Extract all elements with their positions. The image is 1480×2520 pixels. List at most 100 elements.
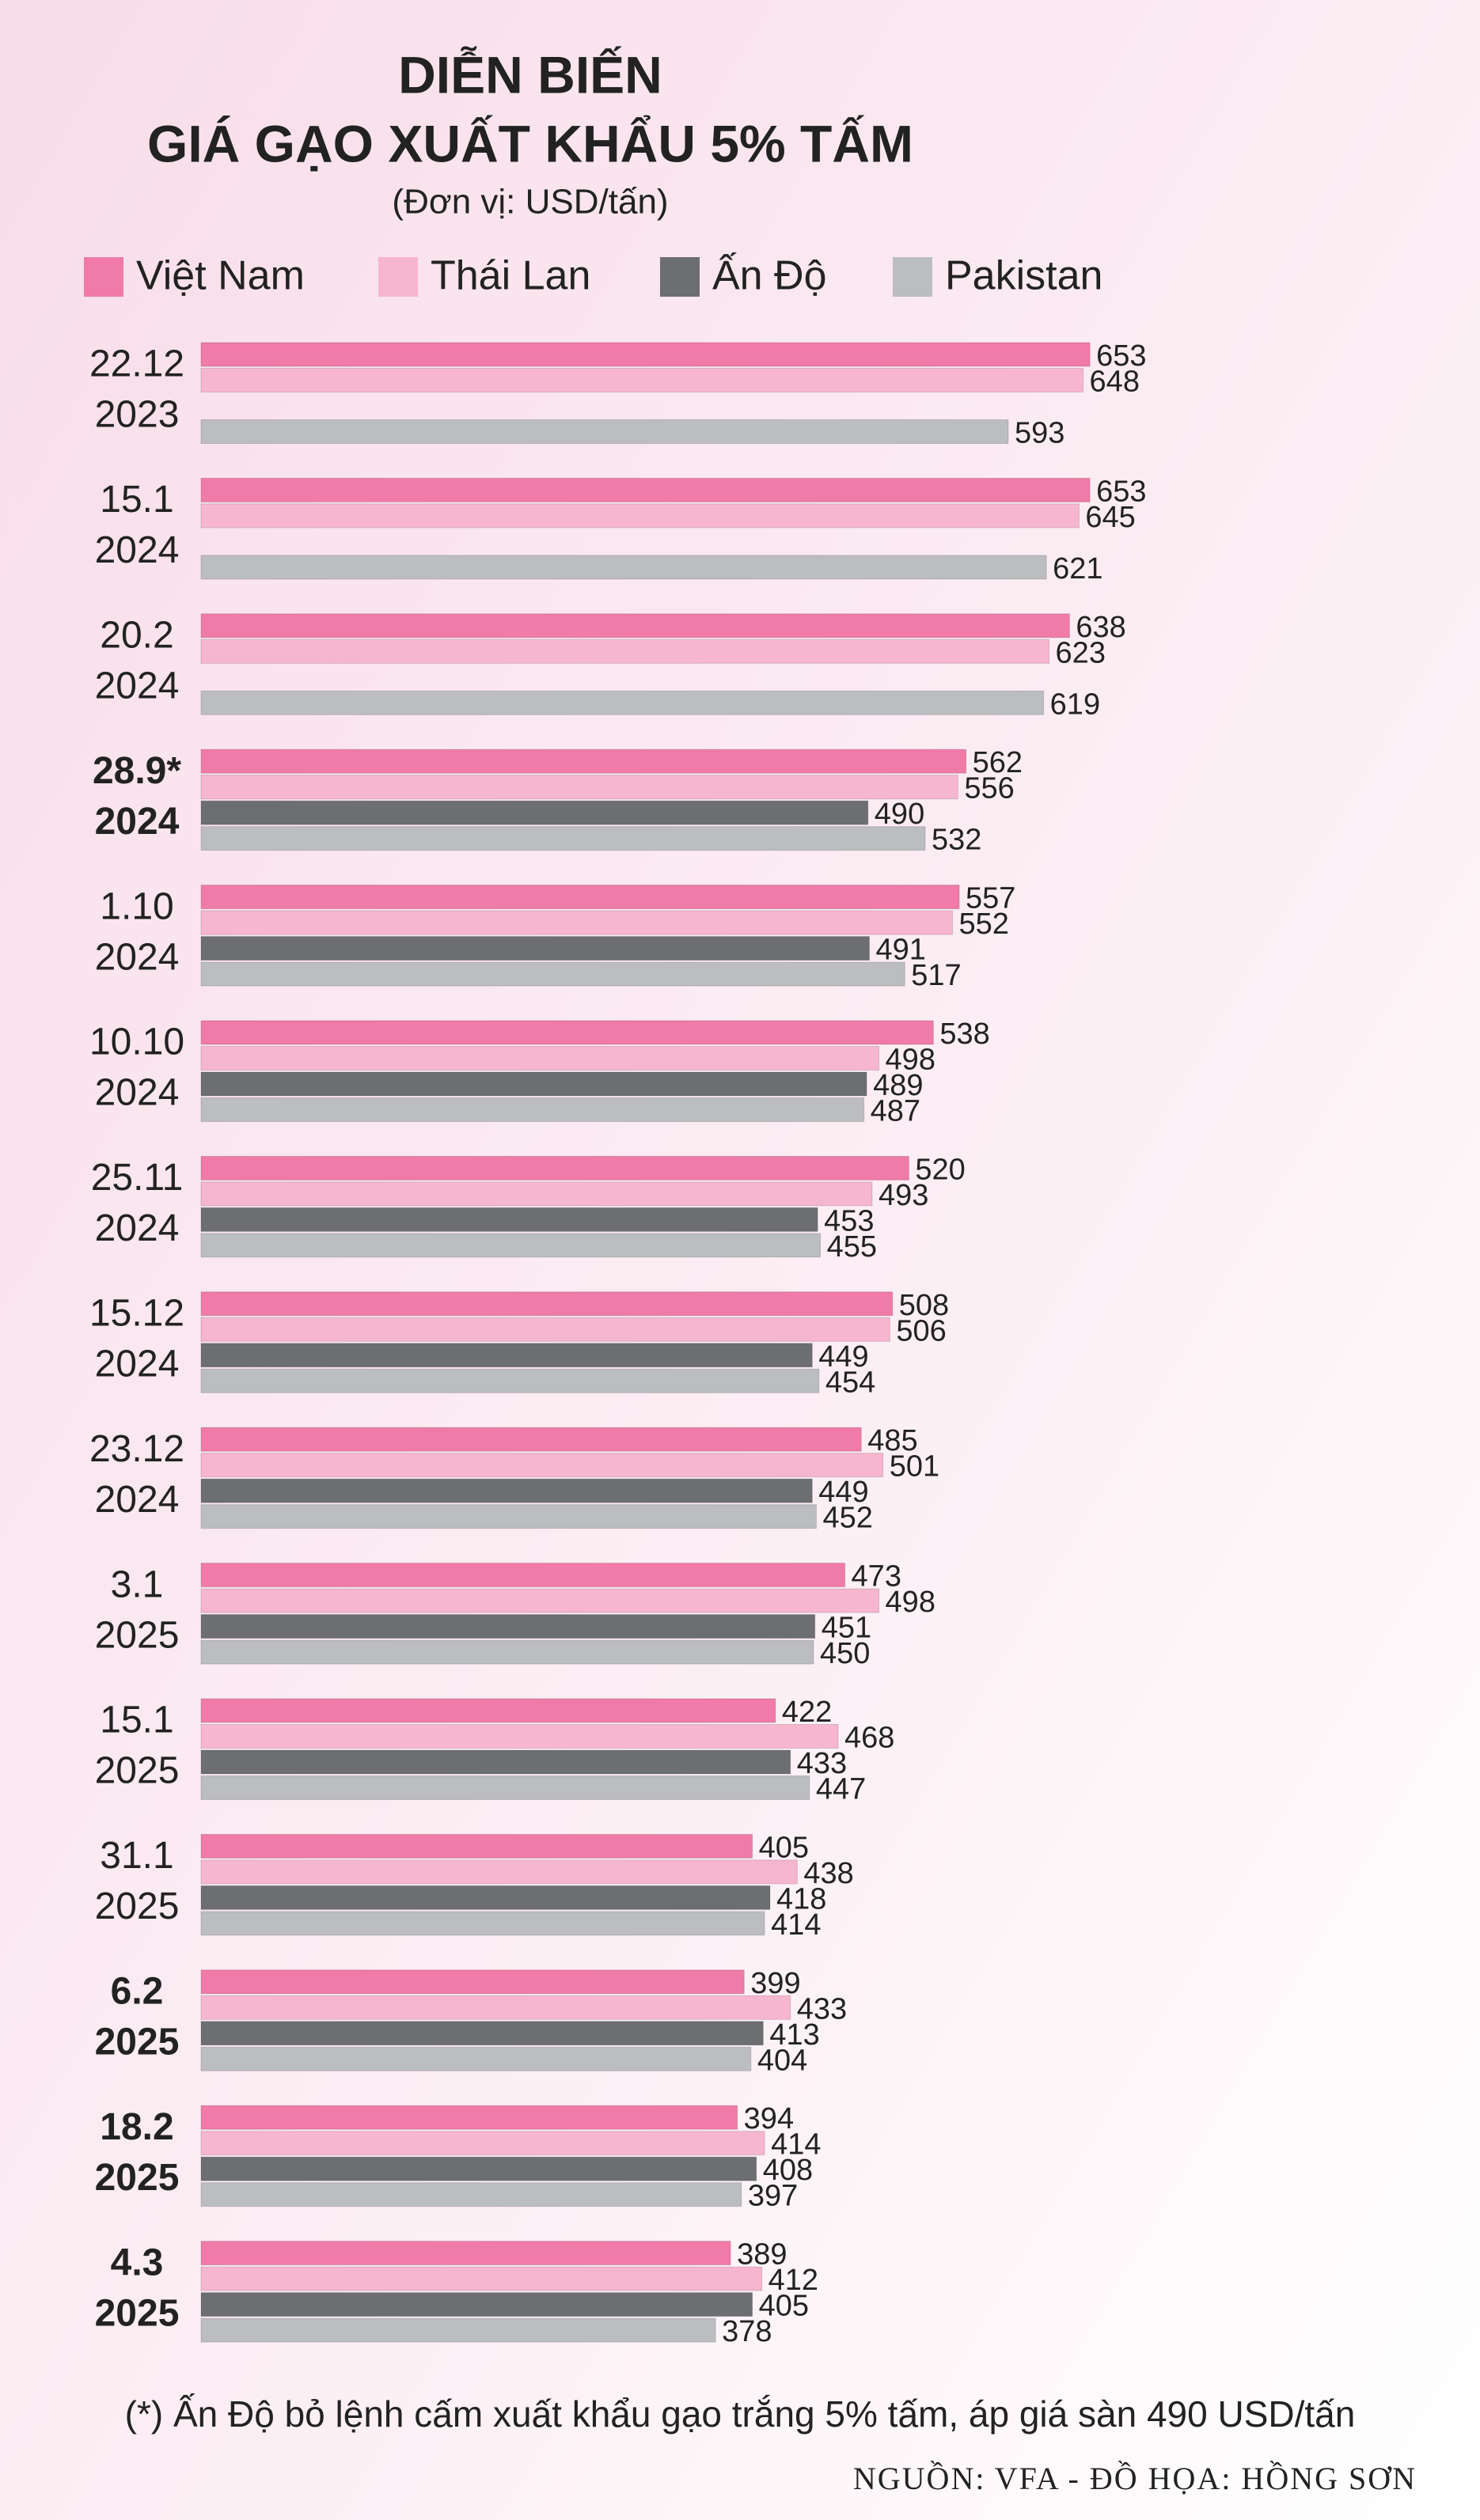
value-label: 454 xyxy=(825,1366,875,1399)
bar xyxy=(200,1885,771,1910)
category-label: 23.12 xyxy=(89,1428,184,1470)
value-label: 473 xyxy=(852,1560,901,1593)
bar xyxy=(200,1181,873,1207)
category-label: 15.12 xyxy=(89,1292,184,1334)
value-label: 452 xyxy=(822,1502,872,1535)
value-label: 468 xyxy=(844,1722,894,1755)
bar xyxy=(200,2292,753,2317)
bar xyxy=(200,690,1045,715)
legend-label: Ấn Độ xyxy=(712,252,827,299)
category-label: 2024 xyxy=(95,529,180,571)
category-label: 22.12 xyxy=(89,343,184,385)
bar xyxy=(200,2021,764,2046)
value-label: 506 xyxy=(896,1314,946,1347)
value-label: 447 xyxy=(816,1773,866,1806)
value-label: 638 xyxy=(1076,611,1125,644)
legend-swatch xyxy=(84,257,123,297)
legend-swatch xyxy=(660,257,700,297)
legend-swatch xyxy=(378,257,418,297)
value-label: 433 xyxy=(797,1992,847,2025)
category-label: 2024 xyxy=(95,1207,180,1249)
bar xyxy=(200,639,1050,664)
category-label: 2024 xyxy=(95,1072,180,1114)
bar xyxy=(200,1911,765,1936)
bar xyxy=(200,1020,934,1045)
bar xyxy=(200,1427,862,1452)
value-label: 653 xyxy=(1096,475,1146,508)
bar xyxy=(200,910,953,935)
bar xyxy=(200,1749,791,1775)
value-label: 538 xyxy=(939,1017,989,1051)
value-label: 508 xyxy=(899,1289,949,1322)
bar xyxy=(200,503,1080,529)
bar xyxy=(200,1639,814,1665)
category-label: 28.9* xyxy=(93,750,181,792)
bar xyxy=(200,1071,867,1097)
bar xyxy=(200,2131,765,2156)
bar xyxy=(200,477,1091,502)
bar xyxy=(200,1588,880,1613)
bar xyxy=(200,1724,839,1749)
bar xyxy=(200,2105,738,2130)
bar xyxy=(200,800,869,825)
value-label: 438 xyxy=(803,1857,853,1890)
bar xyxy=(200,2156,757,2181)
bar xyxy=(200,1207,818,1232)
value-label: 397 xyxy=(748,2180,798,2213)
bar xyxy=(200,2317,716,2343)
bar xyxy=(200,1097,865,1122)
legend-label: Pakistan xyxy=(945,253,1102,299)
bar xyxy=(200,1614,816,1639)
category-label: 2024 xyxy=(95,1479,180,1521)
value-label: 621 xyxy=(1053,552,1102,585)
value-label: 422 xyxy=(782,1696,832,1729)
category-label: 3.1 xyxy=(111,1563,164,1605)
category-label: 2025 xyxy=(95,1614,180,1656)
bar xyxy=(200,368,1084,392)
category-label: 1.10 xyxy=(100,885,173,927)
value-label: 453 xyxy=(824,1204,874,1237)
category-label: 4.3 xyxy=(111,2241,164,2283)
chart-title: GIÁ GẠO XUẤT KHẨU 5% TẤM xyxy=(147,114,913,172)
bar xyxy=(200,1233,822,1258)
value-label: 623 xyxy=(1056,636,1106,669)
value-label: 418 xyxy=(776,1882,826,1916)
chart-subtitle: (Đơn vị: USD/tấn) xyxy=(392,183,668,222)
category-label: 10.10 xyxy=(89,1021,184,1063)
bar xyxy=(200,1995,791,2020)
bar xyxy=(200,342,1091,367)
bar xyxy=(200,1969,745,1995)
bar xyxy=(200,2046,752,2071)
value-label: 532 xyxy=(932,824,981,857)
bar xyxy=(200,1343,813,1368)
category-label: 2025 xyxy=(95,1885,180,1927)
category-label: 2025 xyxy=(95,2021,180,2063)
value-label: 619 xyxy=(1050,688,1100,721)
category-label: 2023 xyxy=(95,394,180,436)
value-label: 412 xyxy=(768,2264,818,2297)
value-label: 648 xyxy=(1090,366,1140,399)
category-label: 15.1 xyxy=(100,1700,173,1741)
bar xyxy=(200,2182,742,2207)
value-label: 449 xyxy=(818,1476,868,1509)
category-label: 2025 xyxy=(95,1750,180,1792)
value-label: 493 xyxy=(879,1179,928,1212)
category-label: 25.11 xyxy=(91,1157,184,1199)
footnote: (*) Ấn Độ bỏ lệnh cấm xuất khẩu gạo trắn… xyxy=(125,2393,1356,2435)
bar xyxy=(200,1155,909,1180)
category-label: 2024 xyxy=(95,1343,180,1385)
bar xyxy=(200,826,926,851)
bar xyxy=(200,1833,753,1859)
value-label: 653 xyxy=(1096,339,1146,373)
value-label: 491 xyxy=(876,934,926,967)
bar xyxy=(200,885,960,910)
value-label: 489 xyxy=(873,1069,923,1102)
value-label: 520 xyxy=(915,1153,965,1186)
value-label: 394 xyxy=(744,2102,794,2135)
value-label: 449 xyxy=(818,1340,868,1374)
value-label: 378 xyxy=(722,2315,772,2348)
value-label: 405 xyxy=(759,1831,809,1864)
value-label: 408 xyxy=(763,2154,813,2187)
category-label: 2025 xyxy=(95,2157,180,2199)
